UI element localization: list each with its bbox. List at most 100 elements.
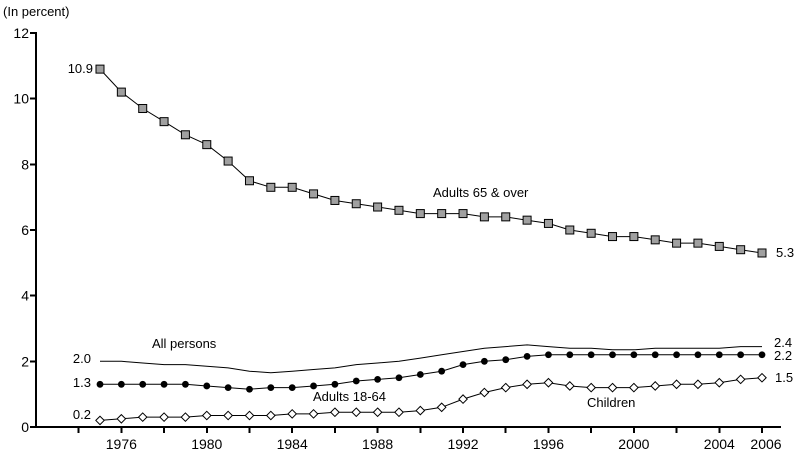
marker-square [180,130,190,140]
marker-square [543,218,553,228]
marker-square [373,202,383,212]
marker-square [138,104,148,114]
x-tick-label: 1980 [191,436,222,452]
marker-dot [374,375,382,383]
marker-square [116,87,126,97]
marker-square [223,156,233,166]
marker-diamond [436,402,447,413]
marker-square [714,241,724,251]
marker-diamond [394,407,404,418]
marker-diamond [714,377,725,388]
marker-dot [673,351,680,359]
label-1-5: 1.5 [775,370,793,385]
marker-dot [651,351,659,359]
marker-dot [224,384,232,391]
marker-square [330,195,340,205]
marker-dot [502,356,510,364]
marker-diamond [522,379,533,390]
marker-dot [459,361,467,369]
y-tick-label: 2 [21,353,29,369]
marker-dot [96,380,104,388]
label-0-2: 0.2 [73,407,91,422]
series-label-adults-65: Adults 65 & over [433,185,529,200]
marker-square [650,235,660,245]
marker-dot [438,367,446,375]
marker-square [608,232,618,242]
marker-diamond [650,381,661,391]
marker-square [757,248,767,258]
label-2-0: 2.0 [73,351,91,366]
y-tick-label: 6 [21,222,29,238]
marker-diamond [329,407,340,418]
marker-diamond [671,379,682,390]
marker-diamond [159,412,169,423]
y-tick-label: 4 [21,288,29,304]
marker-dot [288,384,296,391]
marker-diamond [564,381,575,391]
marker-dot [609,351,616,359]
marker-diamond [735,374,746,385]
marker-dot [352,377,360,385]
label-2-4: 2.4 [774,335,792,350]
marker-diamond [693,379,703,390]
label-2-2: 2.2 [774,348,792,363]
y-tick-label: 12 [13,25,29,41]
marker-diamond [137,412,148,423]
marker-square [629,232,639,242]
series-label-adults-18-64: Adults 18-64 [313,389,386,404]
marker-dot [139,380,147,388]
marker-square [202,140,212,150]
marker-square [522,215,532,225]
marker-square [458,209,468,219]
x-tick-label: 1996 [533,436,564,452]
y-tick-label: 10 [13,91,29,107]
marker-dot [267,384,275,391]
x-tick-label: 1976 [106,436,137,452]
marker-dot [737,351,745,359]
marker-dot [523,353,531,360]
marker-square [351,199,361,209]
series-line-0-adults-65-over [99,68,763,254]
marker-diamond [116,413,127,424]
x-tick-label: 1992 [447,436,478,452]
marker-square [287,182,297,192]
marker-dot [715,351,723,359]
marker-dot [630,351,638,359]
marker-square [586,228,596,238]
label-1-3: 1.3 [73,375,91,390]
marker-square [479,212,489,222]
x-tick-label: 2004 [704,436,735,452]
marker-diamond [287,408,298,419]
series-line-3-children [99,377,763,421]
marker-diamond [757,372,767,383]
marker-dot [117,380,125,388]
marker-square [266,182,276,192]
marker-dot [416,371,424,378]
marker-square [394,205,404,215]
marker-diamond [372,407,383,418]
x-tick-label: 1984 [277,436,308,452]
series-label-children: Children [587,395,635,410]
marker-dot [694,351,702,359]
marker-diamond [201,410,212,421]
marker-square [415,209,425,219]
marker-dot [480,357,488,365]
marker-dot [566,351,574,359]
marker-diamond [308,408,319,419]
marker-square [693,238,703,248]
marker-diamond [607,382,618,393]
label-5-3: 5.3 [776,245,794,260]
marker-dot [395,374,403,382]
marker-dot [758,351,766,359]
marker-dot [545,351,552,359]
marker-square [565,225,575,235]
marker-diamond [180,412,191,423]
marker-square [95,64,105,74]
marker-square [437,209,447,219]
series-label-all-persons: All persons [152,336,217,351]
marker-diamond [586,382,597,393]
label-10-9: 10.9 [68,61,93,76]
series-line-1-all-persons [100,344,762,374]
